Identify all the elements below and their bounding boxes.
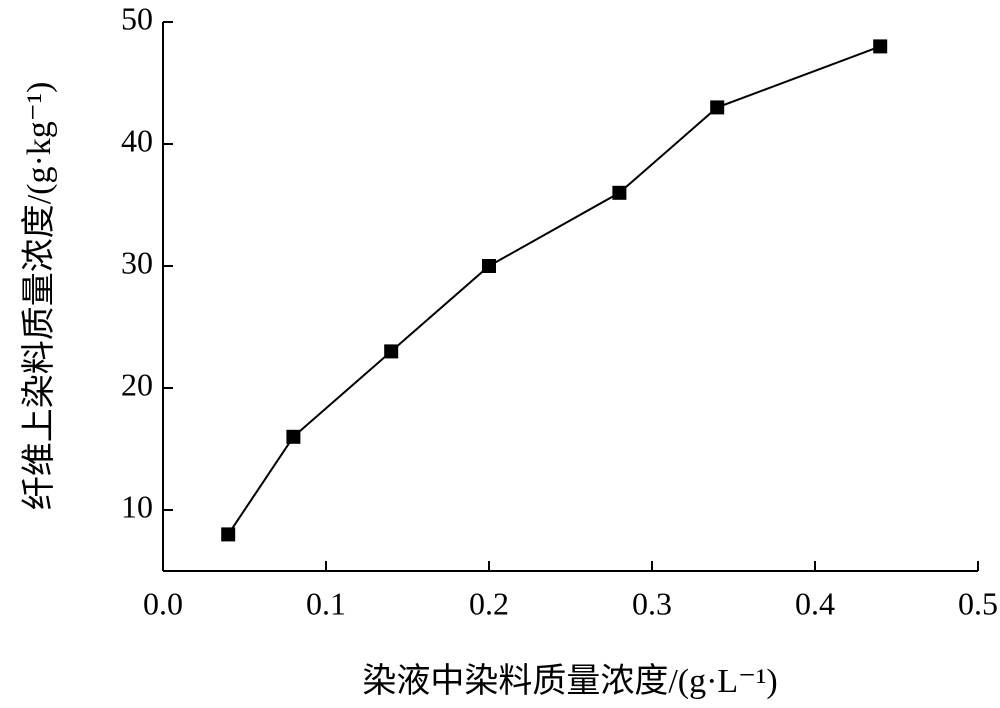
marker xyxy=(286,429,301,444)
marker xyxy=(612,185,627,200)
x-tick-label: 0.0 xyxy=(143,585,183,621)
x-tick-label: 0.3 xyxy=(632,585,672,621)
y-axis-label: 纤维上染料质量浓度/(g·kg⁻¹) xyxy=(20,82,58,511)
line xyxy=(227,45,881,535)
marker xyxy=(710,100,725,115)
x-axis-label: 染液中染料质量浓度/(g·L⁻¹) xyxy=(362,662,777,700)
marker xyxy=(384,344,399,359)
y-tick-label: 40 xyxy=(121,122,153,158)
y-tick-label: 50 xyxy=(121,0,153,36)
x-tick-label: 0.2 xyxy=(469,585,509,621)
y-tick-label: 30 xyxy=(121,244,153,280)
x-tick-label: 0.1 xyxy=(306,585,346,621)
y-tick-label: 20 xyxy=(121,366,153,402)
x-tick-label: 0.5 xyxy=(958,585,998,621)
marker xyxy=(221,527,236,542)
marker xyxy=(482,259,496,273)
x-tick-label: 0.4 xyxy=(795,585,835,621)
y-tick-label: 10 xyxy=(121,488,153,524)
marker xyxy=(873,39,888,54)
